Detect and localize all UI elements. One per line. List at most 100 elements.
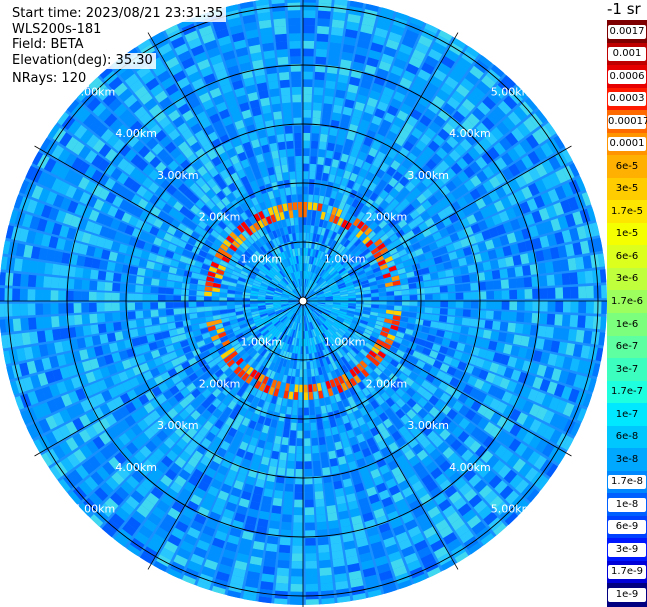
range-gate	[251, 313, 260, 318]
range-gate	[350, 235, 359, 244]
range-gate	[172, 177, 183, 189]
range-gate	[184, 351, 195, 360]
range-gate	[386, 301, 395, 305]
range-gate	[573, 374, 584, 389]
range-gate	[484, 217, 496, 228]
range-gate	[484, 271, 493, 281]
range-gate	[595, 380, 607, 396]
range-gate	[448, 69, 463, 83]
range-gate	[237, 0, 253, 2]
range-gate	[350, 148, 360, 158]
range-gate	[308, 305, 315, 311]
range-gate	[207, 325, 216, 332]
range-gate	[157, 43, 173, 56]
range-gate	[290, 376, 295, 385]
range-gate	[266, 291, 274, 295]
range-gate	[258, 356, 266, 365]
range-gate	[522, 400, 534, 414]
range-gate	[458, 257, 468, 267]
range-gate	[230, 362, 239, 372]
range-gate	[225, 123, 236, 134]
range-gate	[323, 95, 334, 105]
range-gate	[86, 195, 98, 208]
range-gate	[429, 75, 443, 88]
range-gate	[168, 266, 178, 274]
range-gate	[307, 279, 311, 288]
range-gate	[328, 450, 337, 460]
range-gate	[295, 255, 299, 264]
range-gate	[100, 524, 116, 539]
range-gate	[303, 86, 313, 95]
range-gate	[520, 335, 530, 347]
range-gate	[177, 239, 187, 249]
range-gate	[368, 164, 379, 175]
range-gate	[234, 560, 248, 571]
range-gate	[175, 520, 189, 533]
range-gate	[490, 63, 506, 78]
range-gate	[305, 599, 319, 605]
range-gate	[390, 403, 401, 413]
range-gate	[421, 200, 432, 210]
range-gate	[184, 64, 199, 76]
range-gate	[345, 163, 354, 173]
range-gate	[72, 433, 85, 447]
range-gate	[262, 329, 270, 337]
range-gate	[555, 168, 568, 184]
range-gate	[303, 0, 317, 3]
range-gate	[237, 277, 247, 283]
range-gate	[477, 464, 491, 478]
range-gate	[416, 513, 430, 525]
range-gate	[519, 201, 531, 214]
range-gate	[80, 399, 92, 413]
range-gate	[473, 500, 488, 514]
range-gate	[334, 573, 348, 583]
range-gate	[300, 346, 303, 355]
range-gate	[393, 565, 408, 577]
range-gate	[122, 522, 137, 537]
range-gate	[291, 553, 303, 562]
range-gate	[569, 162, 582, 177]
range-gate	[446, 408, 458, 420]
range-gate	[305, 255, 308, 264]
range-gate	[217, 392, 227, 402]
range-gate	[51, 144, 64, 160]
range-gate	[380, 429, 391, 440]
range-gate	[508, 163, 521, 177]
range-gate	[546, 274, 555, 286]
range-gate	[186, 500, 199, 513]
range-gate	[468, 494, 483, 508]
range-gate	[371, 332, 380, 339]
range-gate	[140, 478, 154, 492]
range-gate	[260, 282, 269, 288]
range-gate	[398, 425, 409, 437]
range-gate	[363, 301, 372, 304]
range-gate	[535, 163, 548, 178]
range-gate	[516, 500, 531, 516]
range-gate	[71, 157, 84, 171]
range-gate	[245, 375, 254, 385]
range-gate	[212, 454, 224, 465]
range-gate	[129, 266, 139, 275]
range-gate	[558, 341, 568, 355]
range-gate	[289, 295, 297, 299]
range-gate	[266, 289, 275, 294]
range-gate	[265, 224, 272, 234]
range-gate	[449, 377, 460, 388]
range-gate	[313, 311, 319, 318]
range-gate	[88, 302, 97, 313]
range-gate	[270, 316, 278, 322]
range-gate	[278, 323, 285, 331]
range-gate	[440, 404, 452, 416]
range-gate	[470, 400, 482, 412]
colorbar-cell: 3e-5	[607, 177, 647, 201]
range-gate	[175, 494, 189, 507]
range-gate	[309, 295, 317, 299]
range-gate	[352, 334, 361, 341]
range-gate	[371, 82, 384, 94]
range-gate	[352, 165, 361, 175]
range-gate	[108, 251, 118, 262]
range-gate	[380, 401, 390, 412]
range-gate	[317, 536, 329, 546]
range-gate	[58, 290, 66, 301]
range-gate	[217, 347, 227, 355]
